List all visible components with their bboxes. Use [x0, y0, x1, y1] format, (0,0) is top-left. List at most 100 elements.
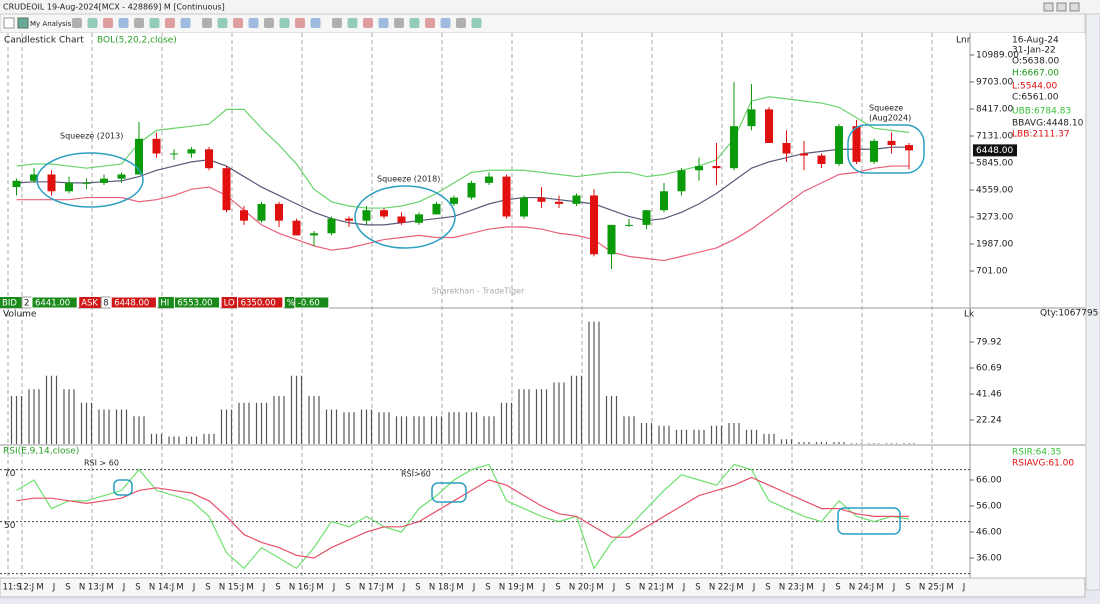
annotation: Squeeze (2018)	[377, 175, 440, 184]
candle-body	[397, 216, 406, 223]
rsi-line	[16, 476, 909, 559]
x-tick-label: J	[892, 583, 896, 593]
tool-icon[interactable]	[134, 18, 144, 28]
squeeze-highlight	[354, 185, 456, 249]
candle-body	[835, 126, 843, 164]
tool-icon[interactable]	[456, 18, 466, 28]
tool-icon[interactable]	[118, 18, 129, 28]
tool-icon[interactable]	[378, 18, 389, 28]
quote-value-bg	[173, 296, 221, 309]
candle-body	[310, 233, 318, 236]
tool-icon[interactable]	[87, 18, 98, 28]
x-tick-label: M	[876, 583, 883, 593]
tool-icon[interactable]	[279, 18, 290, 28]
candle-body	[205, 149, 213, 169]
analysis-icon[interactable]	[17, 17, 29, 29]
window-buttons[interactable]	[1043, 2, 1080, 12]
info-readout: 31-Jan-22	[1012, 46, 1056, 56]
x-tick-label: N	[709, 583, 715, 593]
x-tick-label: S	[65, 583, 70, 593]
candle-body	[362, 210, 371, 221]
quote-qty: 8	[103, 299, 108, 309]
tool-icon[interactable]	[394, 18, 404, 28]
squeeze-highlight	[36, 152, 144, 208]
close-button[interactable]	[1069, 2, 1080, 12]
y-tick-label: 36.00	[976, 553, 1002, 563]
y-tick-label: 79.92	[976, 338, 1002, 348]
rsi-readout: RSIR:64.35	[1012, 448, 1061, 458]
quantity-readout: Qty:1067795	[1040, 309, 1098, 319]
x-tick-label: S	[835, 583, 840, 593]
info-readout: UBB:6784.83	[1012, 107, 1071, 117]
x-tick-label: S	[625, 583, 630, 593]
candle-body	[905, 145, 913, 151]
y-tick-label: 56.00	[976, 502, 1002, 512]
x-tick-label: N	[919, 583, 925, 593]
y-tick-label: 41.46	[976, 390, 1002, 400]
tool-icon[interactable]	[165, 18, 175, 28]
candle-body	[30, 174, 38, 181]
quote-label: %	[287, 299, 295, 309]
tool-icon[interactable]	[310, 18, 321, 28]
x-tick-label: 20:J	[578, 583, 594, 593]
x-tick-label: 18:J	[438, 583, 454, 593]
x-tick-label: 24:J	[858, 583, 874, 593]
x-tick-label: J	[122, 583, 126, 593]
x-tick-label: 17:J	[368, 583, 384, 593]
candle-body	[275, 203, 283, 221]
tool-icon[interactable]	[202, 18, 212, 28]
tool-icon[interactable]	[264, 18, 274, 28]
x-tick-label: M	[316, 583, 323, 593]
y-tick-label: 3273.00	[976, 213, 1013, 223]
x-tick-label: N	[429, 583, 435, 593]
x-tick-label: 22:J	[718, 583, 734, 593]
x-tick-label: N	[219, 583, 225, 593]
tool-icon[interactable]	[409, 18, 420, 28]
x-tick-label: J	[962, 583, 966, 593]
tool-icon[interactable]	[332, 18, 342, 28]
candle-body	[677, 170, 686, 192]
rsi-readout: RSIAVG:61.00	[1012, 459, 1074, 469]
candle-body	[607, 224, 616, 255]
tool-icon[interactable]	[3, 17, 15, 29]
tool-icon[interactable]	[149, 18, 160, 28]
tool-icon[interactable]	[363, 18, 373, 28]
scrollbar[interactable]	[1085, 13, 1100, 591]
tool-icon[interactable]	[103, 18, 113, 28]
tool-icon[interactable]	[248, 18, 259, 28]
analysis-menu[interactable]: My Analysis	[30, 20, 72, 28]
info-readout: L:5544.00	[1012, 82, 1058, 92]
x-tick-label: 12:J	[18, 583, 34, 593]
tool-icon[interactable]	[440, 18, 451, 28]
tool-icon[interactable]	[471, 18, 482, 28]
candle-body	[747, 109, 756, 127]
x-axis-bar	[0, 577, 1086, 598]
candle-body	[625, 224, 633, 226]
quote-value-bg	[31, 296, 78, 309]
tool-icon[interactable]	[347, 18, 358, 28]
quote-label: HI	[160, 299, 169, 309]
x-tick-label: J	[542, 583, 546, 593]
tool-icon[interactable]	[72, 18, 82, 28]
tool-icon[interactable]	[295, 18, 305, 28]
tool-icon[interactable]	[425, 18, 435, 28]
quote-label-bg	[0, 297, 22, 308]
x-tick-label: 19:J	[508, 583, 524, 593]
quote-value: 6441.00	[35, 299, 70, 309]
candle-body	[240, 210, 248, 221]
quote-qty: 2	[24, 299, 29, 309]
bollinger-band	[16, 146, 909, 226]
candle-body	[82, 182, 91, 184]
candle-body	[170, 153, 178, 155]
minimize-button[interactable]	[1043, 2, 1054, 12]
quote-label-bg	[284, 297, 295, 308]
tool-icon[interactable]	[217, 18, 228, 28]
tool-icon[interactable]	[233, 18, 243, 28]
x-tick-label: J	[472, 583, 476, 593]
restore-button[interactable]	[1056, 2, 1067, 12]
rsi-highlight	[431, 482, 467, 503]
quote-label: BID	[2, 299, 17, 309]
tool-icon[interactable]	[180, 18, 191, 28]
candle-body	[117, 174, 126, 179]
